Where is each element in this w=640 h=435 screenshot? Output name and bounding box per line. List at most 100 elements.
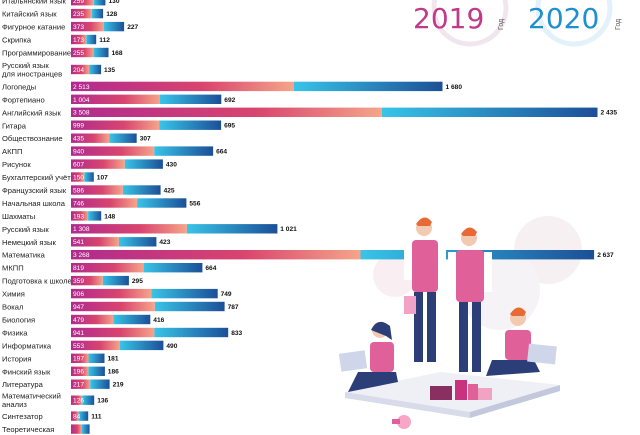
category-label: МКПП [2,264,24,273]
legend-year-2020: 2020 [528,2,599,35]
category-label: Русский язык для иностранцев [2,61,62,79]
category-label: АКПП [2,147,22,156]
bar-2019 [71,0,94,6]
value-label-2020: 787 [228,304,239,311]
bar-2019 [71,146,155,156]
value-label-2020: 130 [109,0,120,5]
bar-2019 [71,395,83,405]
category-label: История [2,354,31,363]
value-label-2019: 217 [73,382,84,389]
bar-2019 [71,107,382,117]
category-label: Подготовка к школе [2,277,72,286]
value-label-2019: 84 [73,414,81,421]
value-label-2019: 941 [73,330,84,337]
bar-2020 [78,411,89,421]
bar-2019 [71,198,138,208]
bar-2019 [71,159,125,169]
category-label: Рисунок [2,160,31,169]
value-label-2019: 3 508 [73,110,90,117]
value-label-2019: 2 513 [73,84,90,91]
value-label-2020: 430 [166,162,177,169]
category-label: Английский язык [2,108,62,117]
value-label-2020: 111 [91,414,102,421]
value-label-2020: 1 680 [446,84,463,91]
category-label: Вокал [2,303,23,312]
category-label: Шахматы [2,212,35,221]
value-label-2019: 255 [73,50,84,57]
legend-suffix-2020: Год [615,19,622,30]
bar-2020 [91,8,104,19]
value-label-2020: 186 [108,369,119,376]
value-label-2019: 586 [73,187,84,194]
value-label-2020: 148 [104,213,115,220]
bar-2020 [88,211,102,221]
bar-2020 [84,172,94,182]
value-label-2019: 259 [73,0,84,5]
bar-2020 [186,224,278,234]
bar-2019 [71,424,82,434]
bar-series: Итальянский язык 259 130 Китайский язык 235 1… [2,0,617,434]
value-label-2020: 135 [104,67,115,74]
value-label-2020: 664 [205,265,216,272]
bar-2020 [109,133,137,143]
bar-2019 [71,133,110,143]
category-label: Физика [2,328,28,337]
value-label-2019: 435 [73,136,84,143]
bar-2020 [86,34,97,45]
bar-2019 [71,237,119,247]
people-illustration [338,217,560,429]
category-label: Немецкий язык [2,238,56,247]
bar-2020 [104,21,125,32]
bar-2019 [71,340,120,351]
category-label: Итальянский язык [2,0,67,6]
bar-2020 [88,353,105,363]
value-label-2020: 107 [97,174,108,181]
legend: 2019 Год 2020 Год [413,2,622,35]
bar-2020 [113,314,151,325]
bar-2019 [71,8,92,19]
value-label-2019: 906 [73,291,84,298]
bar-2019 [71,301,155,312]
value-label-2020: 136 [97,398,108,405]
bar-2019 [71,288,152,299]
bar-2019 [71,21,104,32]
value-label-2019: 819 [73,265,84,272]
value-label-2019: 126 [73,398,84,405]
value-label-2020: 219 [113,382,124,389]
bar-2020 [89,64,102,75]
category-label: Бухгалтерский учёт [2,173,71,182]
value-label-2020: 423 [159,239,170,246]
bar-2019 [71,327,155,338]
category-label: Литература [2,380,44,389]
bar-2020 [93,47,109,58]
category-label: Математический анализ [2,392,61,410]
value-label-2020: 556 [189,200,200,207]
value-label-2019: 359 [73,278,84,285]
value-label-2019: 1 004 [73,97,90,104]
value-label-2019: 373 [73,24,84,31]
category-label: Обществознание [2,134,63,143]
value-label-2020: 168 [112,50,123,57]
value-label-2019: 173 [73,37,84,44]
bar-2020 [154,327,229,338]
bar-2020 [159,120,222,130]
bar-2019 [71,172,85,182]
category-label: Информатика [2,341,52,350]
value-label-2020: 307 [140,136,151,143]
category-label: Биология [2,316,35,325]
value-label-2020: 295 [132,278,143,285]
bar-2019 [71,250,361,260]
category-label: Китайский язык [2,10,57,19]
category-label: Химия [2,290,25,299]
value-label-2019: 607 [73,162,84,169]
category-label: Синтезатор [2,412,43,421]
bar-2020 [143,263,203,273]
bar-2019 [71,224,187,234]
bar-2020 [102,275,129,286]
bar-2019 [71,263,144,273]
bar-2019 [71,366,89,376]
category-label: Теоретическая [2,425,54,434]
value-label-2020: 490 [166,343,177,350]
value-label-2020: 181 [108,356,119,363]
